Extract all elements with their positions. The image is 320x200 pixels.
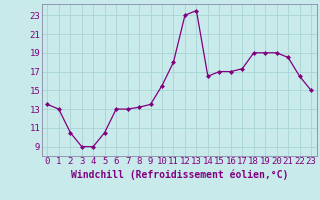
X-axis label: Windchill (Refroidissement éolien,°C): Windchill (Refroidissement éolien,°C) (70, 169, 288, 180)
